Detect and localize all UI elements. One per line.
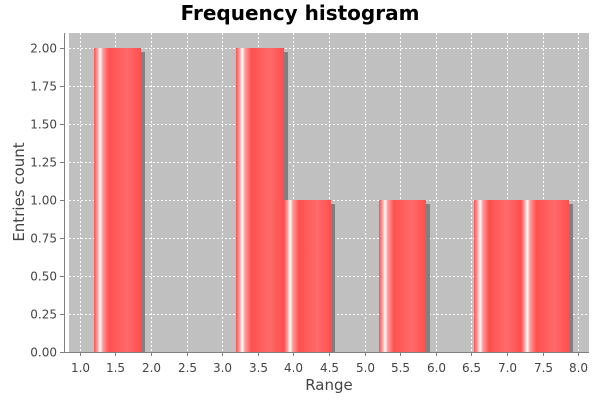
x-tick-label: 1.5: [106, 361, 125, 375]
y-tick-label: 1.75: [30, 80, 57, 94]
y-tick-label: 0.00: [30, 346, 57, 360]
x-tick-label: 1.0: [71, 361, 90, 375]
x-tick-label: 5.5: [391, 361, 410, 375]
y-tick-label: 2.00: [30, 42, 57, 56]
histogram-bar-0: [94, 48, 141, 352]
y-tick-label: 1.50: [30, 118, 57, 132]
x-axis-label: Range: [305, 376, 353, 394]
histogram-bar-4: [284, 200, 331, 352]
x-tick-label: 7.0: [498, 361, 517, 375]
histogram-bar-6: [379, 200, 426, 352]
x-tick-label: 3.5: [249, 361, 268, 375]
x-tick-label: 2.5: [178, 361, 197, 375]
y-tick-label: 0.25: [30, 308, 57, 322]
x-tick-label: 5.0: [356, 361, 375, 375]
x-tick-label: 3.0: [213, 361, 232, 375]
y-axis-label: Entries count: [10, 142, 28, 241]
y-tick-label: 0.50: [30, 270, 57, 284]
x-tick-label: 4.0: [284, 361, 303, 375]
x-tick-label: 6.5: [462, 361, 481, 375]
histogram-bar-8: [474, 200, 521, 352]
histogram-bar-3: [236, 48, 284, 352]
x-tick-label: 4.5: [320, 361, 339, 375]
y-tick-label: 0.75: [30, 232, 57, 246]
histogram-bar-9: [521, 200, 569, 352]
histogram-bars: [94, 48, 573, 352]
x-axis-ticks: 1.0 1.5 2.0 2.5 3.0 3.5 4.0 4.5 5.0 5.5 6.0 6.5 7.0 7…: [71, 352, 588, 375]
x-tick-label: 6.0: [427, 361, 446, 375]
y-tick-label: 1.25: [30, 156, 57, 170]
y-axis-ticks: 0.00 0.25 0.50 0.75 1.00 1.25 1.50 1.75 2.00: [30, 42, 64, 360]
x-tick-label: 8.0: [569, 361, 588, 375]
x-tick-label: 7.5: [534, 361, 553, 375]
x-tick-label: 2.0: [142, 361, 161, 375]
chart-title: Frequency histogram: [181, 1, 420, 25]
y-tick-label: 1.00: [30, 194, 57, 208]
